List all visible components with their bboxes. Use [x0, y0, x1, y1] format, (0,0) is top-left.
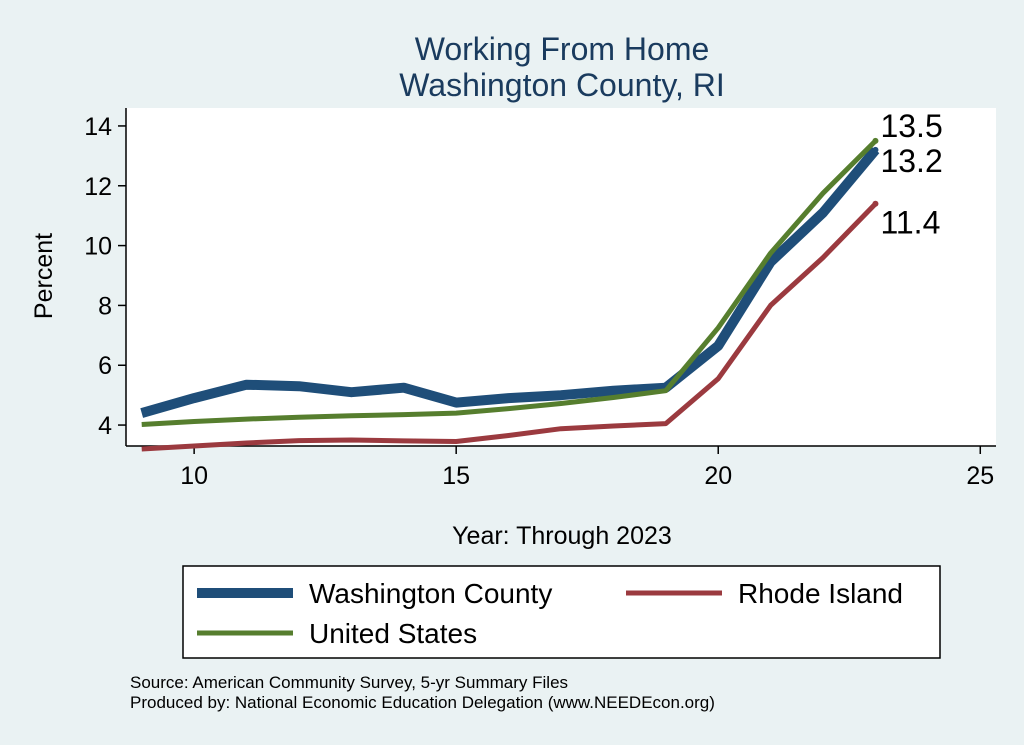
legend-label-united-states: United States: [309, 618, 477, 649]
x-tick-label-20: 20: [704, 462, 732, 490]
end-value-label-washington-county: 13.2: [880, 143, 942, 179]
y-tick-label-4: 4: [98, 412, 112, 440]
source-note: Source: American Community Survey, 5-yr …: [130, 673, 568, 692]
series-line-rhode-island: [141, 201, 878, 452]
x-tick-label-25: 25: [966, 462, 994, 490]
y-axis-title: Percent: [30, 233, 58, 319]
chart-title-line-2: Washington County, RI: [399, 67, 724, 103]
y-tick-label-6: 6: [98, 352, 112, 380]
producer-note: Produced by: National Economic Education…: [130, 693, 715, 712]
series-end-point-washington-county: [872, 146, 879, 153]
series-line-washington-county: [140, 146, 880, 418]
chart-title-line-1: Working From Home: [415, 31, 710, 67]
y-tick-label-10: 10: [84, 233, 112, 261]
plot-area: 4 6 8 10 12 14 10 15 20 25 13.2 11.4 13.5: [84, 108, 996, 490]
y-tick-label-12: 12: [84, 173, 112, 201]
y-tick-label-14: 14: [84, 113, 112, 141]
end-value-label-rhode-island: 11.4: [880, 205, 940, 241]
legend-box: [182, 565, 941, 659]
legend-label-washington-county: Washington County: [309, 578, 552, 609]
x-tick-label-10: 10: [180, 462, 208, 490]
series-line-united-states: [141, 139, 878, 427]
legend-label-rhode-island: Rhode Island: [738, 578, 903, 609]
legend: Washington County Rhode Island United Stat…: [182, 565, 941, 659]
x-axis-title: Year: Through 2023: [452, 522, 672, 550]
x-tick-label-15: 15: [442, 462, 470, 490]
series-end-point-united-states: [872, 137, 879, 144]
series-end-point-rhode-island: [872, 200, 879, 207]
y-tick-label-8: 8: [98, 292, 112, 320]
end-value-label-united-states: 13.5: [880, 108, 942, 144]
